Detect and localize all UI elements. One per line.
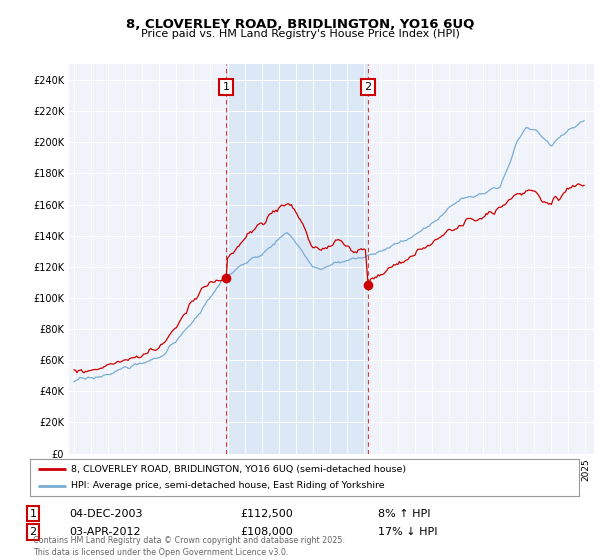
Text: 1: 1 xyxy=(29,508,37,519)
Text: 1: 1 xyxy=(223,82,230,92)
Text: Contains HM Land Registry data © Crown copyright and database right 2025.
This d: Contains HM Land Registry data © Crown c… xyxy=(33,536,345,557)
Bar xyxy=(226,64,368,454)
Text: 2: 2 xyxy=(29,527,37,537)
Text: Price paid vs. HM Land Registry's House Price Index (HPI): Price paid vs. HM Land Registry's House … xyxy=(140,29,460,39)
Text: £108,000: £108,000 xyxy=(240,527,293,537)
Text: 8% ↑ HPI: 8% ↑ HPI xyxy=(378,508,431,519)
Text: 8, CLOVERLEY ROAD, BRIDLINGTON, YO16 6UQ (semi-detached house): 8, CLOVERLEY ROAD, BRIDLINGTON, YO16 6UQ… xyxy=(71,465,406,474)
Text: £112,500: £112,500 xyxy=(240,508,293,519)
Text: 04-DEC-2003: 04-DEC-2003 xyxy=(69,508,143,519)
Text: 2: 2 xyxy=(365,82,372,92)
Text: HPI: Average price, semi-detached house, East Riding of Yorkshire: HPI: Average price, semi-detached house,… xyxy=(71,481,385,490)
Text: 8, CLOVERLEY ROAD, BRIDLINGTON, YO16 6UQ: 8, CLOVERLEY ROAD, BRIDLINGTON, YO16 6UQ xyxy=(126,18,474,31)
Text: 03-APR-2012: 03-APR-2012 xyxy=(69,527,140,537)
Text: 17% ↓ HPI: 17% ↓ HPI xyxy=(378,527,437,537)
